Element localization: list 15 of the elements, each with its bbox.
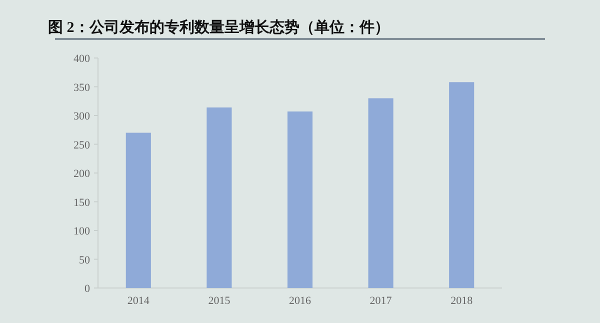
y-tick-label: 100 [74, 226, 90, 238]
x-tick-label: 2014 [127, 295, 150, 307]
x-tick-label: 2016 [289, 295, 312, 307]
y-tick-label: 200 [74, 168, 90, 180]
y-tick-label: 350 [74, 82, 90, 94]
y-tick-label: 300 [74, 110, 90, 122]
x-tick-label: 2018 [450, 295, 474, 307]
y-tick-label: 250 [74, 139, 90, 152]
y-tick-label: 50 [79, 254, 90, 266]
x-tick-label: 2015 [208, 295, 231, 307]
y-tick-label: 400 [74, 53, 90, 65]
y-tick-label: 150 [74, 196, 90, 209]
title: 图 2：公司发布的专利数量呈增长态势（单位：件） [48, 20, 390, 36]
y-tick-label: 0 [84, 283, 90, 295]
x-tick-label: 2017 [370, 295, 392, 307]
